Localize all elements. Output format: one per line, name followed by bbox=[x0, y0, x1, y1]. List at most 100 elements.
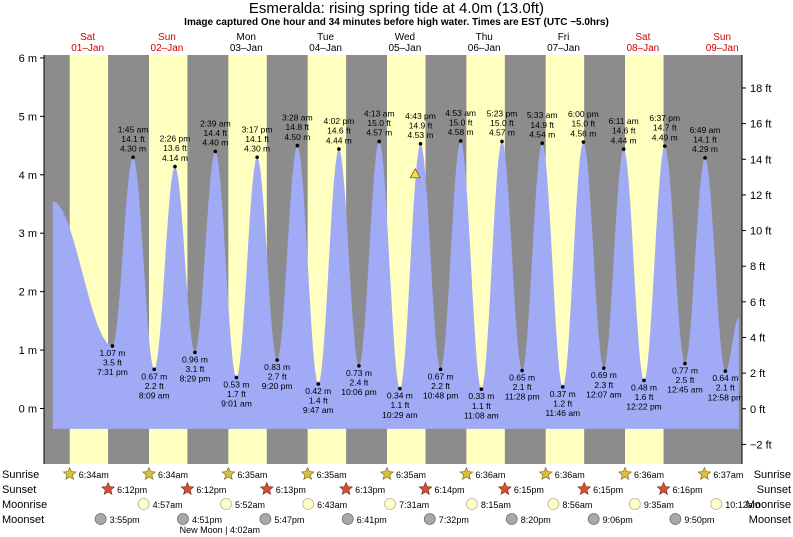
tide-ft-label: 14.4 ft bbox=[204, 128, 228, 138]
moonset-icon bbox=[259, 513, 272, 525]
tide-m-label: 1.07 m bbox=[99, 348, 125, 358]
low-tide-point bbox=[520, 368, 524, 373]
sunrise-icon bbox=[221, 466, 236, 481]
tide-m-label: 4.56 m bbox=[570, 128, 596, 138]
sunrise-icon bbox=[300, 466, 315, 481]
tide-m-label: 4.30 m bbox=[120, 143, 146, 153]
tide-ft-label: 3.1 ft bbox=[185, 364, 205, 374]
day-weekday-label: Wed bbox=[395, 32, 415, 43]
right-axis-tick-label: 0 ft bbox=[750, 404, 765, 416]
left-axis-tick-label: 5 m bbox=[19, 111, 37, 123]
sunrise-time-label: 6:35am bbox=[317, 470, 347, 480]
moonrise-time-label: 6:43am bbox=[317, 500, 347, 510]
moonset-row-label-right: Moonset bbox=[749, 514, 791, 526]
right-axis-tick-label: 6 ft bbox=[750, 297, 765, 309]
low-tide-point bbox=[602, 366, 606, 370]
tide-ft-label: 1.1 ft bbox=[472, 401, 492, 411]
sunrise-time-label: 6:36am bbox=[475, 470, 505, 480]
tide-ft-label: 14.6 ft bbox=[612, 126, 636, 136]
day-date-label: 09–Jan bbox=[706, 43, 739, 54]
tide-ft-label: 1.6 ft bbox=[635, 392, 655, 402]
tide-ft-label: 2.4 ft bbox=[350, 377, 370, 387]
high-tide-point bbox=[703, 156, 707, 160]
moonrise-time-label: 8:56am bbox=[562, 500, 592, 510]
right-axis-tick-label: 18 ft bbox=[750, 83, 771, 95]
tide-m-label: 4.58 m bbox=[448, 127, 474, 137]
sunrise-icon bbox=[459, 466, 474, 481]
tide-ft-label: 14.9 ft bbox=[530, 120, 554, 130]
moonrise-row-label-left: Moonrise bbox=[2, 499, 47, 511]
moonrise-time-label: 10:12am bbox=[725, 500, 760, 510]
moonset-time-label: 4:51pm bbox=[192, 515, 222, 525]
sunrise-time-label: 6:36am bbox=[555, 470, 585, 480]
tide-m-label: 0.69 m bbox=[591, 370, 617, 380]
tide-ft-label: 2.1 ft bbox=[716, 383, 736, 393]
tide-time-label: 7:31 pm bbox=[97, 367, 128, 377]
tide-time-label: 12:58 pm bbox=[708, 392, 743, 402]
tide-time-label: 3:28 am bbox=[282, 113, 313, 123]
day-weekday-label: Sat bbox=[635, 32, 650, 43]
moonset-icon bbox=[177, 513, 189, 525]
left-axis-tick-label: 4 m bbox=[19, 170, 37, 182]
tide-m-label: 4.40 m bbox=[202, 138, 228, 148]
right-axis-tick-label: 2 ft bbox=[750, 368, 765, 380]
sunset-row-label-right: Sunset bbox=[757, 484, 791, 496]
day-date-label: 02–Jan bbox=[151, 43, 184, 54]
tide-time-label: 11:08 am bbox=[464, 410, 499, 420]
high-tide-point bbox=[418, 142, 423, 146]
sunrise-icon bbox=[617, 466, 633, 481]
moonset-time-label: 7:32pm bbox=[439, 515, 469, 525]
day-weekday-label: Tue bbox=[317, 32, 334, 43]
page-subtitle: Image captured One hour and 34 minutes b… bbox=[184, 17, 609, 28]
sunset-icon bbox=[339, 481, 354, 496]
sunrise-icon bbox=[379, 466, 395, 481]
tide-m-label: 4.54 m bbox=[529, 129, 555, 139]
moonrise-icon bbox=[137, 498, 150, 510]
moonrise-time-label: 8:15am bbox=[481, 500, 511, 510]
tide-time-label: 6:11 am bbox=[609, 116, 639, 126]
high-tide-point bbox=[458, 139, 463, 143]
left-axis-tick-label: 3 m bbox=[19, 228, 37, 240]
tide-m-label: 4.44 m bbox=[611, 135, 637, 145]
day-weekday-label: Sun bbox=[713, 32, 731, 43]
tide-ft-label: 14.6 ft bbox=[327, 126, 351, 136]
sunrise-icon bbox=[697, 466, 712, 481]
moonrise-icon bbox=[302, 498, 315, 510]
tide-ft-label: 1.1 ft bbox=[390, 400, 410, 410]
tide-time-label: 6:49 am bbox=[690, 125, 721, 135]
axes: 6 m 5 m 4 m 3 m 2 m 1 m 0 m 18 ft 16 ft 14 ft 12 f… bbox=[19, 53, 772, 464]
low-tide-point bbox=[110, 344, 115, 348]
moonset-time-label: 3:55pm bbox=[110, 515, 140, 525]
day-date-label: 03–Jan bbox=[230, 43, 263, 54]
day-weekday-label: Mon bbox=[237, 32, 256, 43]
tide-time-label: 9:01 am bbox=[221, 399, 252, 409]
sunrise-time-label: 6:37am bbox=[713, 470, 743, 480]
tide-m-label: 0.48 m bbox=[631, 382, 657, 392]
high-tide-point bbox=[213, 149, 218, 154]
tide-ft-label: 14.1 ft bbox=[693, 134, 717, 144]
tide-time-label: 11:46 am bbox=[545, 408, 580, 418]
low-tide-point bbox=[479, 387, 484, 392]
tide-m-label: 4.57 m bbox=[366, 128, 392, 138]
low-tide-point bbox=[683, 361, 687, 366]
sunset-icon bbox=[418, 481, 433, 496]
sunset-icon bbox=[577, 481, 592, 496]
moonset-time-label: 5:47pm bbox=[274, 515, 304, 525]
sunset-row-label-left: Sunset bbox=[2, 484, 36, 496]
low-tide-point bbox=[398, 386, 402, 391]
high-tide-point bbox=[377, 139, 381, 144]
moonset-icon bbox=[587, 513, 600, 525]
tide-ft-label: 2.2 ft bbox=[145, 381, 165, 391]
high-tide-point bbox=[255, 155, 259, 160]
tide-m-label: 0.53 m bbox=[223, 380, 249, 390]
sunset-time-label: 6:12pm bbox=[117, 485, 147, 495]
sunset-time-label: 6:12pm bbox=[196, 485, 226, 495]
tide-ft-label: 1.7 ft bbox=[227, 389, 247, 399]
tide-m-label: 4.29 m bbox=[692, 144, 718, 154]
sunrise-time-label: 6:34am bbox=[79, 470, 109, 480]
tide-area bbox=[52, 140, 739, 429]
moonrise-icon bbox=[628, 498, 641, 510]
tide-m-label: 0.83 m bbox=[264, 362, 290, 372]
moonrise-time-label: 7:31am bbox=[399, 500, 429, 510]
